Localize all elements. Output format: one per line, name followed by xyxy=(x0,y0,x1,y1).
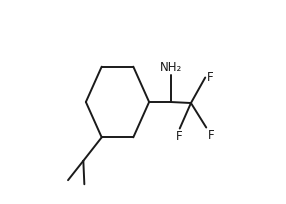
Text: F: F xyxy=(208,129,214,142)
Text: F: F xyxy=(175,130,182,143)
Text: F: F xyxy=(207,71,213,84)
Text: NH₂: NH₂ xyxy=(159,61,182,74)
